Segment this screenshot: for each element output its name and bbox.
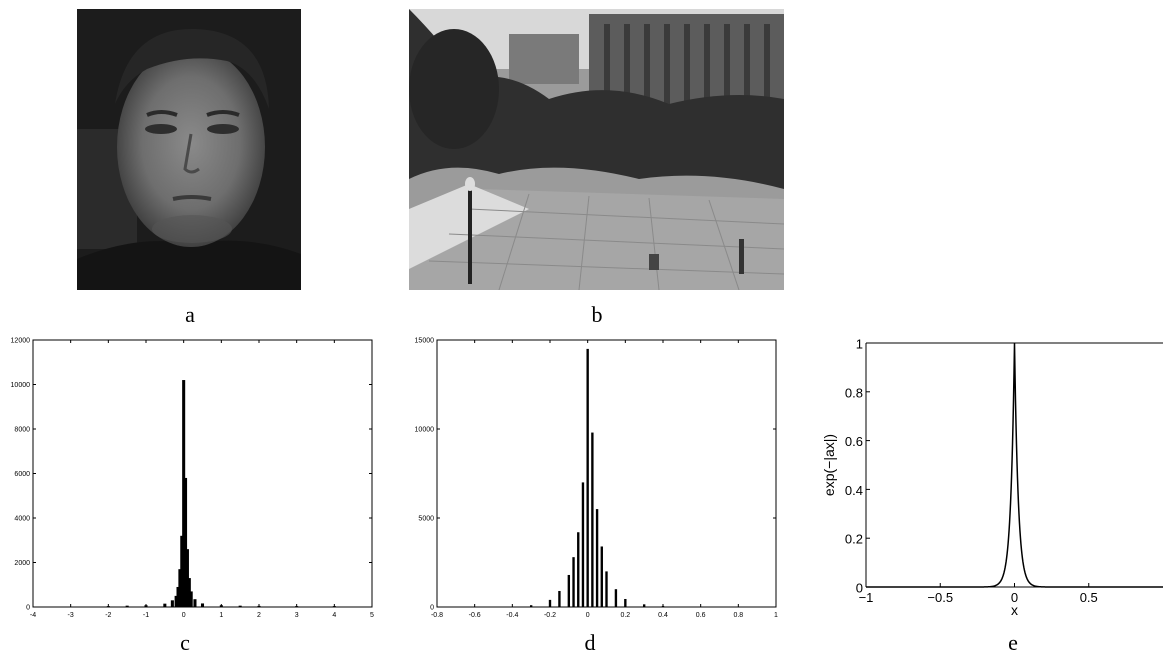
histogram-bar [125, 605, 129, 607]
y-tick-label: 4000 [14, 516, 30, 523]
x-tick-label: 0.6 [696, 612, 706, 619]
y-tick-label: 0 [430, 605, 434, 612]
caption-a: a [185, 302, 195, 327]
x-tick-label: -0.8 [431, 612, 443, 619]
histogram-bar [182, 380, 186, 607]
histogram-bar [642, 604, 646, 607]
x-tick-label: 0.5 [1080, 590, 1098, 605]
x-tick-label: 0.8 [733, 612, 743, 619]
histogram-bar [591, 432, 594, 607]
x-tick-label: 0 [1011, 590, 1018, 605]
y-tick-label: 12000 [11, 338, 31, 345]
caption-e: e [1008, 630, 1018, 655]
histogram-bar [529, 605, 533, 607]
x-tick-label: 0 [182, 612, 186, 619]
x-tick-label: 0.4 [658, 612, 668, 619]
x-tick-label: 0 [586, 612, 590, 619]
histogram-bar [189, 591, 193, 607]
histogram-bar [332, 606, 336, 607]
y-tick-label: 0 [856, 581, 863, 596]
y-tick-label: 10000 [415, 427, 435, 434]
histogram-bar [163, 603, 167, 607]
series-line [866, 342, 1163, 588]
x-axis-label: x [1011, 602, 1018, 618]
x-tick-label: 1 [774, 612, 778, 619]
histogram-bar [174, 595, 178, 607]
histogram-bar [548, 599, 552, 607]
x-tick-label: -2 [105, 612, 111, 619]
histogram-bar [661, 605, 665, 607]
histogram-bar [614, 589, 618, 607]
histogram-bar [187, 578, 191, 607]
histogram-bar [106, 606, 110, 607]
histogram-bar [178, 569, 182, 607]
x-tick-label: −0.5 [927, 590, 953, 605]
histogram-bar [176, 586, 180, 607]
histogram-bar [144, 605, 148, 607]
histogram-bar [219, 605, 223, 607]
y-tick-label: 0.8 [845, 385, 863, 400]
x-tick-label: -0.2 [544, 612, 556, 619]
histogram-bar [572, 557, 575, 607]
x-tick-label: -4 [30, 612, 36, 619]
y-tick-label: 10000 [11, 382, 31, 389]
campus-scene-drawing [409, 9, 784, 290]
histogram-bar [577, 532, 580, 607]
y-tick-label: 0 [26, 605, 30, 612]
caption-b: b [591, 302, 603, 327]
caption-c: c [180, 630, 190, 655]
x-tick-label: 3 [295, 612, 299, 619]
y-tick-label: 0.2 [845, 532, 863, 547]
histogram-bar [185, 549, 189, 607]
histogram-bar [586, 348, 589, 607]
histogram-bar [170, 600, 174, 607]
histogram-bar [193, 599, 197, 607]
histogram-bar [624, 598, 627, 607]
histogram-bar [257, 605, 261, 607]
y-tick-label: 6000 [14, 471, 30, 478]
histogram-bar [595, 509, 599, 607]
histogram-bar [200, 603, 205, 607]
face-photo [77, 9, 301, 290]
x-tick-label: 2 [257, 612, 261, 619]
y-tick-label: 8000 [14, 427, 30, 434]
histogram-bar [180, 535, 184, 607]
histogram-bar [581, 482, 585, 607]
x-tick-label: -0.6 [469, 612, 481, 619]
histogram-bar [295, 606, 299, 607]
y-tick-label: 2000 [14, 560, 30, 567]
x-tick-label: -0.4 [506, 612, 518, 619]
y-tick-label: 15000 [415, 338, 435, 345]
y-tick-label: 1 [856, 337, 863, 352]
y-tick-label: 5000 [418, 516, 434, 523]
histogram-bar [238, 605, 242, 607]
histogram-bar [567, 574, 571, 607]
histogram-bar [605, 571, 608, 607]
x-tick-label: 4 [332, 612, 336, 619]
x-tick-label: 5 [370, 612, 374, 619]
x-tick-label: 0.2 [620, 612, 630, 619]
x-tick-label: -3 [68, 612, 74, 619]
face-photo-drawing [77, 9, 301, 290]
x-tick-label: −1 [859, 590, 874, 605]
x-tick-label: 1 [219, 612, 223, 619]
campus-scene-photo [409, 9, 784, 290]
histogram-bar [600, 546, 603, 607]
y-tick-label: 0.6 [845, 434, 863, 449]
y-axis-label: exp(−|ax|) [821, 434, 837, 496]
y-tick-label: 0.4 [845, 483, 863, 498]
histogram-bar [184, 477, 188, 607]
histogram-bar [558, 590, 561, 607]
x-tick-label: -1 [143, 612, 149, 619]
caption-d: d [584, 630, 596, 655]
